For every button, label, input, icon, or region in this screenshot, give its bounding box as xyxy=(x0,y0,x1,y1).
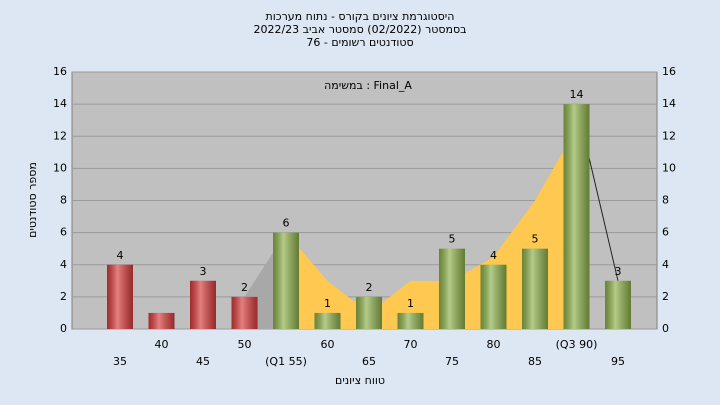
y-tick-label: 4 xyxy=(60,258,67,271)
y2-tick-label: 14 xyxy=(662,97,676,110)
y2-tick-label: 6 xyxy=(662,226,669,239)
bar-shine xyxy=(605,280,631,329)
title-line: היסטוגרמת ציונים בקורס - נתוח מערכות xyxy=(266,10,455,23)
x-tick-label: 35 xyxy=(113,355,127,368)
data-label: 1 xyxy=(407,297,414,310)
data-label: 2 xyxy=(366,281,373,294)
bar-shine xyxy=(273,232,299,329)
y-tick-label: 10 xyxy=(53,161,67,174)
data-label: 5 xyxy=(449,233,456,246)
x-axis-label: טווח ציונים xyxy=(335,374,385,387)
y2-tick-label: 0 xyxy=(662,322,669,335)
y-tick-label: 0 xyxy=(60,322,67,335)
x-tick-label: (Q3 90) xyxy=(556,338,598,351)
y2-tick-label: 10 xyxy=(662,161,676,174)
x-tick-label: 95 xyxy=(611,355,625,368)
data-label: 2 xyxy=(241,281,248,294)
x-tick-label: 75 xyxy=(445,355,459,368)
data-label: 4 xyxy=(117,249,124,262)
x-tick-label: 40 xyxy=(155,338,169,351)
x-tick-label: 80 xyxy=(487,338,501,351)
data-label: 4 xyxy=(490,249,497,262)
data-label: 1 xyxy=(324,297,331,310)
y2-tick-label: 4 xyxy=(662,258,669,271)
annotation: Final_A : במשימה xyxy=(324,79,412,92)
bar-shine xyxy=(107,264,133,329)
data-label: 5 xyxy=(532,233,539,246)
x-tick-label: 60 xyxy=(321,338,335,351)
title-line: בסמסטר (02/2022) סמסטר אביב 2022/23 xyxy=(253,23,466,36)
bar-shine xyxy=(314,312,341,329)
y-tick-label: 2 xyxy=(60,290,67,303)
bar-shine xyxy=(148,312,175,329)
bar-shine xyxy=(397,312,424,329)
y-tick-label: 6 xyxy=(60,226,67,239)
x-tick-label: 70 xyxy=(404,338,418,351)
y-tick-label: 16 xyxy=(53,65,67,78)
bar-shine xyxy=(231,296,258,329)
bar-shine xyxy=(522,248,548,329)
x-tick-label: (Q1 55) xyxy=(265,355,307,368)
data-label: 3 xyxy=(200,265,207,278)
data-label: 3 xyxy=(615,265,622,278)
y2-tick-label: 8 xyxy=(662,194,669,207)
x-tick-label: 50 xyxy=(238,338,252,351)
y-tick-label: 14 xyxy=(53,97,67,110)
x-tick-label: 45 xyxy=(196,355,210,368)
title-line: סטודנטים רשומים - 76 xyxy=(306,36,413,49)
bar-shine xyxy=(563,104,590,329)
x-tick-label: 65 xyxy=(362,355,376,368)
bar-shine xyxy=(439,248,465,329)
bar-shine xyxy=(480,264,507,329)
y2-tick-label: 16 xyxy=(662,65,676,78)
x-tick-label: 85 xyxy=(528,355,542,368)
bar-shine xyxy=(190,280,216,329)
y-tick-label: 12 xyxy=(53,129,67,142)
y-tick-label: 8 xyxy=(60,194,67,207)
data-label: 6 xyxy=(283,217,290,230)
y-axis-label: מספר סטודנטים xyxy=(26,162,39,238)
y2-tick-label: 12 xyxy=(662,129,676,142)
y2-tick-label: 2 xyxy=(662,290,669,303)
data-label: 14 xyxy=(570,88,584,101)
bar-shine xyxy=(356,296,382,329)
